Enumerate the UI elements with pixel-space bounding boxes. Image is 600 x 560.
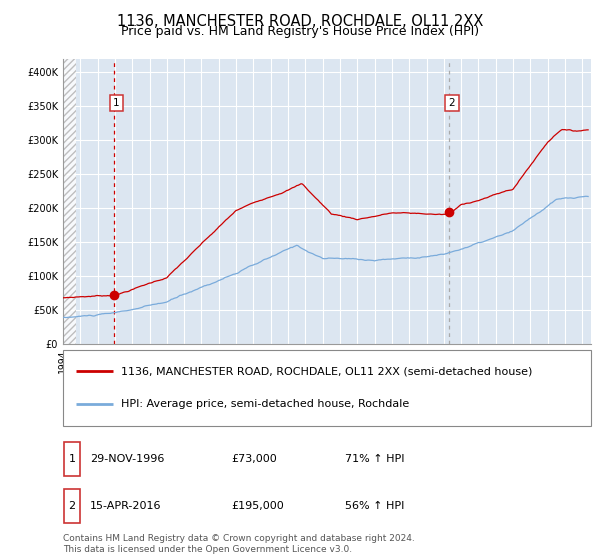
Bar <box>64 489 80 523</box>
Text: Price paid vs. HM Land Registry's House Price Index (HPI): Price paid vs. HM Land Registry's House … <box>121 25 479 38</box>
Text: Contains HM Land Registry data © Crown copyright and database right 2024.: Contains HM Land Registry data © Crown c… <box>63 534 415 543</box>
Text: 56% ↑ HPI: 56% ↑ HPI <box>345 501 404 511</box>
Bar <box>64 442 80 475</box>
Text: 29-NOV-1996: 29-NOV-1996 <box>90 454 164 464</box>
Text: £73,000: £73,000 <box>231 454 277 464</box>
Text: 71% ↑ HPI: 71% ↑ HPI <box>345 454 404 464</box>
Text: 15-APR-2016: 15-APR-2016 <box>90 501 161 511</box>
Text: HPI: Average price, semi-detached house, Rochdale: HPI: Average price, semi-detached house,… <box>121 399 409 409</box>
Text: 1: 1 <box>68 454 76 464</box>
Text: 2: 2 <box>68 501 76 511</box>
Text: 1136, MANCHESTER ROAD, ROCHDALE, OL11 2XX (semi-detached house): 1136, MANCHESTER ROAD, ROCHDALE, OL11 2X… <box>121 366 532 376</box>
Text: 1: 1 <box>113 98 119 108</box>
Text: £195,000: £195,000 <box>231 501 284 511</box>
Text: 1136, MANCHESTER ROAD, ROCHDALE, OL11 2XX: 1136, MANCHESTER ROAD, ROCHDALE, OL11 2X… <box>117 14 483 29</box>
Text: 2: 2 <box>449 98 455 108</box>
Text: This data is licensed under the Open Government Licence v3.0.: This data is licensed under the Open Gov… <box>63 545 352 554</box>
